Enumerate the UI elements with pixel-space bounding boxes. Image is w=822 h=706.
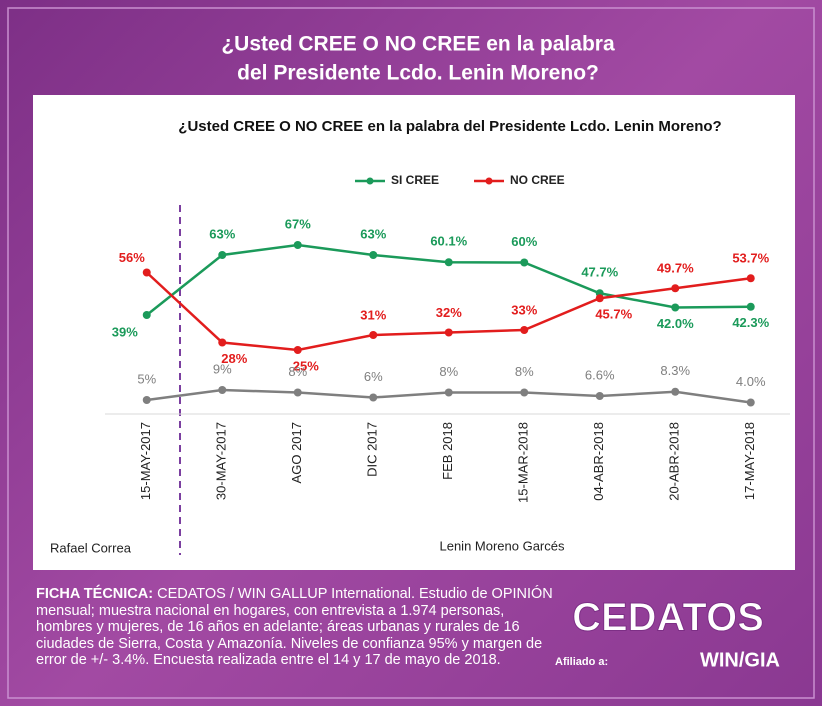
header-title: del Presidente Lcdo. Lenin Moreno? [237,62,599,85]
value-label: 63% [360,226,386,241]
x-tick-label: DIC 2017 [365,422,380,477]
annotation: Lenin Moreno Garcés [439,538,565,553]
value-label: 56% [119,250,145,265]
value-label: 8.3% [660,363,690,378]
value-label: 33% [511,302,537,317]
point [218,386,227,394]
ficha-tecnica: FICHA TÉCNICA: CEDATOS / WIN GALLUP Inte… [36,586,556,669]
legend-label: SI CREE [391,173,439,187]
value-label: 45.7% [595,307,632,322]
x-tick-label: FEB 2018 [440,422,455,480]
point [746,274,755,283]
value-label: 60% [511,234,537,249]
value-label: 53.7% [732,251,769,266]
legend-swatch [485,177,493,185]
value-label: 63% [209,226,235,241]
value-label: 6% [364,369,383,384]
value-label: 8% [515,364,534,379]
value-label: 5% [137,371,156,386]
legend-swatch [366,177,374,185]
x-tick-label: 04-ABR-2018 [591,422,606,501]
ficha-label: FICHA TÉCNICA: [36,586,154,602]
x-tick-label: 20-ABR-2018 [667,422,682,501]
point [520,258,529,267]
point [746,398,755,407]
x-tick-label: 15-MAR-2018 [516,422,531,503]
affiliate-label: Afiliado a: [555,656,608,668]
value-label: 25% [293,358,319,373]
affiliate: WIN/GIA [700,649,780,671]
point [369,393,378,402]
x-tick-label: 17-MAY-2018 [742,422,757,500]
value-label: 39% [112,324,138,339]
point [293,388,302,397]
point [218,338,227,347]
ficha-text: CEDATOS / WIN GALLUP International. Estu… [36,586,553,669]
value-label: 60.1% [430,234,467,249]
value-label: 42.3% [732,315,769,330]
point [142,396,151,404]
point [293,346,302,354]
chart-title: ¿Usted CREE O NO CREE en la palabra del … [178,118,721,135]
value-label: 8% [288,364,307,379]
legend-label: NO CREE [510,173,565,187]
point [520,326,529,334]
x-tick-label: AGO 2017 [289,422,304,483]
x-tick-label: 15-MAY-2017 [138,422,153,500]
value-label: 4.0% [736,374,766,389]
value-label: 42.0% [657,316,694,331]
point [142,268,151,277]
point [746,302,755,311]
logo: CEDATOS [572,596,764,640]
point [293,241,302,249]
x-tick-label: 30-MAY-2017 [214,422,229,500]
point [444,258,453,267]
value-label: 9% [213,361,232,376]
point [671,284,680,293]
value-label: 32% [436,305,462,320]
point [671,303,680,312]
value-label: 67% [285,216,311,231]
header-title: ¿Usted CREE O NO CREE en la palabra [221,33,615,56]
value-label: 47.7% [581,265,618,280]
point [369,331,378,339]
point [142,311,151,319]
point [369,251,378,259]
annotation: Rafael Correa [50,540,132,555]
value-label: 6.6% [585,367,615,382]
point [444,388,453,397]
frame [7,7,815,699]
point [671,387,680,396]
value-label: 28% [221,351,247,366]
point [595,294,604,303]
point [444,328,453,337]
point [595,392,604,400]
point [520,388,529,397]
value-label: 8% [439,364,458,379]
value-label: 31% [360,307,386,322]
value-label: 49.7% [657,261,694,276]
point [218,251,227,259]
